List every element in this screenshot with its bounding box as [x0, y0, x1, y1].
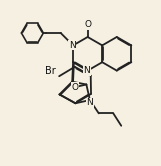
Text: N: N	[87, 98, 93, 107]
Text: N: N	[69, 41, 76, 50]
Text: Br: Br	[45, 66, 56, 77]
Text: O: O	[72, 83, 79, 92]
Text: N: N	[83, 66, 90, 75]
Text: O: O	[84, 20, 91, 29]
